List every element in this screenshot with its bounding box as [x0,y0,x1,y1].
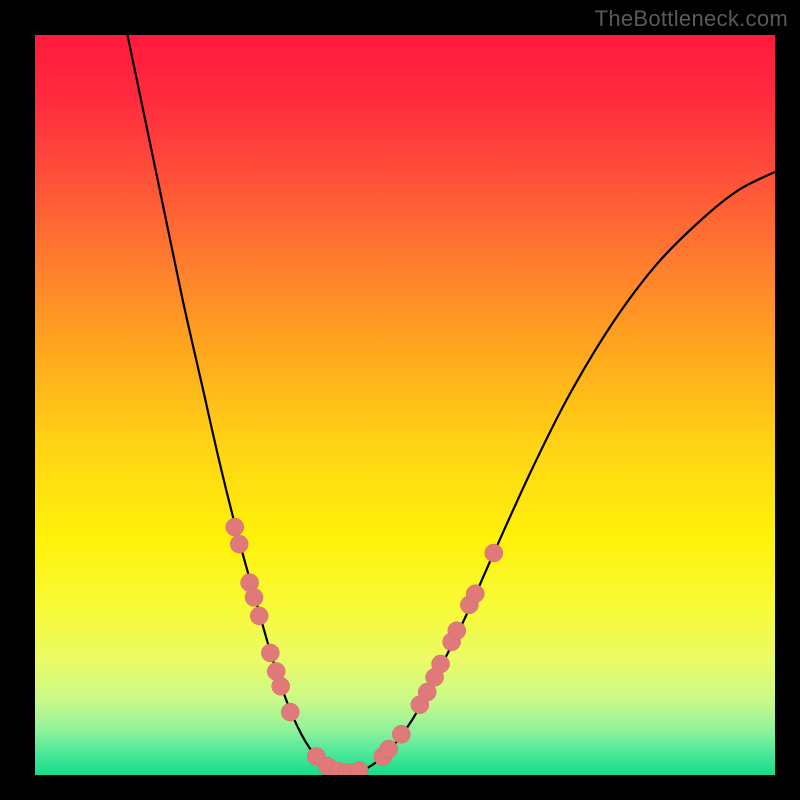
data-dot [466,585,484,603]
data-dot [432,655,450,673]
data-dot [448,622,466,640]
data-dot [245,588,263,606]
plot-area [35,35,775,775]
data-dot [230,535,248,553]
data-dot [350,762,368,775]
data-dot [485,544,503,562]
data-dot [261,644,279,662]
data-dot [226,518,244,536]
data-dot [272,677,290,695]
data-dot [392,725,410,743]
data-dot [281,703,299,721]
data-dot [250,607,268,625]
watermark-text: TheBottleneck.com [595,6,788,32]
data-dot [380,740,398,758]
data-dots [35,35,775,775]
